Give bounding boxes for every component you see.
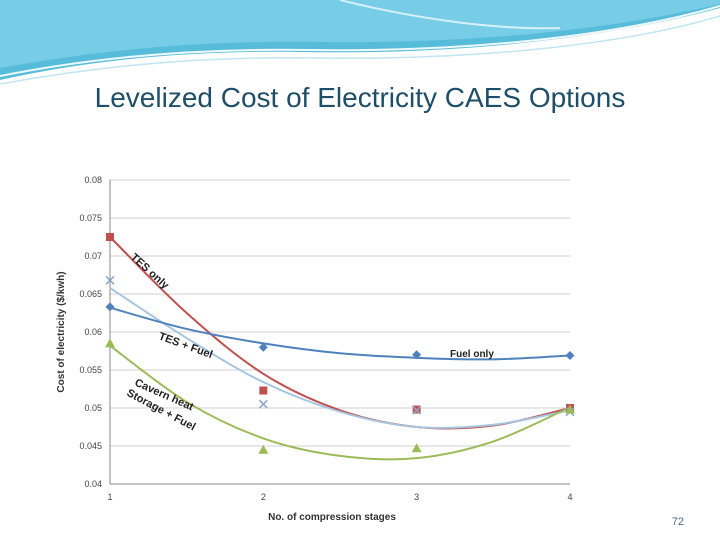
chart-svg: 0.04 0.045 0.05 0.055 0.06 0.065 0.07 0.075 0.08… xyxy=(56,175,575,523)
y-tick-label: 0.04 xyxy=(84,479,102,489)
data-point xyxy=(412,350,422,360)
data-point xyxy=(105,275,115,285)
data-point xyxy=(258,444,269,454)
y-tick-label: 0.045 xyxy=(79,441,102,451)
data-point xyxy=(105,302,115,312)
y-tick-label: 0.055 xyxy=(79,365,102,375)
y-tick-label: 0.06 xyxy=(84,327,102,337)
grid-lines xyxy=(110,179,570,485)
lcoe-chart: 0.04 0.045 0.05 0.055 0.06 0.065 0.07 0.075 0.08… xyxy=(42,168,582,530)
trend-line xyxy=(109,306,571,361)
annotation-fuel-only: Fuel only xyxy=(450,349,494,360)
y-tick-label: 0.08 xyxy=(84,175,102,185)
header-banner xyxy=(0,0,720,85)
data-point xyxy=(105,338,115,348)
slide-title: Levelized Cost of Electricity CAES Optio… xyxy=(94,82,626,113)
data-point xyxy=(259,386,268,395)
x-tick-label: 1 xyxy=(107,492,112,502)
data-point xyxy=(258,399,268,409)
trend-line xyxy=(109,287,571,429)
y-tick-labels: 0.04 0.045 0.05 0.055 0.06 0.065 0.07 0.075 0.08 xyxy=(79,175,102,489)
page-number: 72 xyxy=(671,516,684,528)
data-point xyxy=(565,351,575,361)
data-point xyxy=(106,233,114,241)
x-axis-label: No. of compression stages xyxy=(268,512,396,523)
annotation-tes-fuel: TES + Fuel xyxy=(157,331,214,362)
y-tick-label: 0.065 xyxy=(79,289,102,299)
annotation-tes-only: TES only xyxy=(128,251,172,292)
data-point xyxy=(565,404,575,414)
y-axis-label: Cost of electricity ($/kwh) xyxy=(56,271,67,392)
trend-lines xyxy=(109,236,571,461)
x-tick-label: 2 xyxy=(261,492,266,502)
x-tick-label: 3 xyxy=(414,492,419,502)
x-tick-labels: 1 2 3 4 xyxy=(107,492,572,502)
axes xyxy=(109,180,570,485)
data-points xyxy=(105,233,575,454)
x-tick-label: 4 xyxy=(567,492,572,502)
y-tick-label: 0.07 xyxy=(84,251,102,261)
y-tick-label: 0.075 xyxy=(79,213,102,223)
data-point xyxy=(258,342,268,352)
y-tick-label: 0.05 xyxy=(84,403,102,413)
data-point xyxy=(412,405,422,415)
trend-line xyxy=(109,344,571,461)
data-point xyxy=(411,443,422,453)
